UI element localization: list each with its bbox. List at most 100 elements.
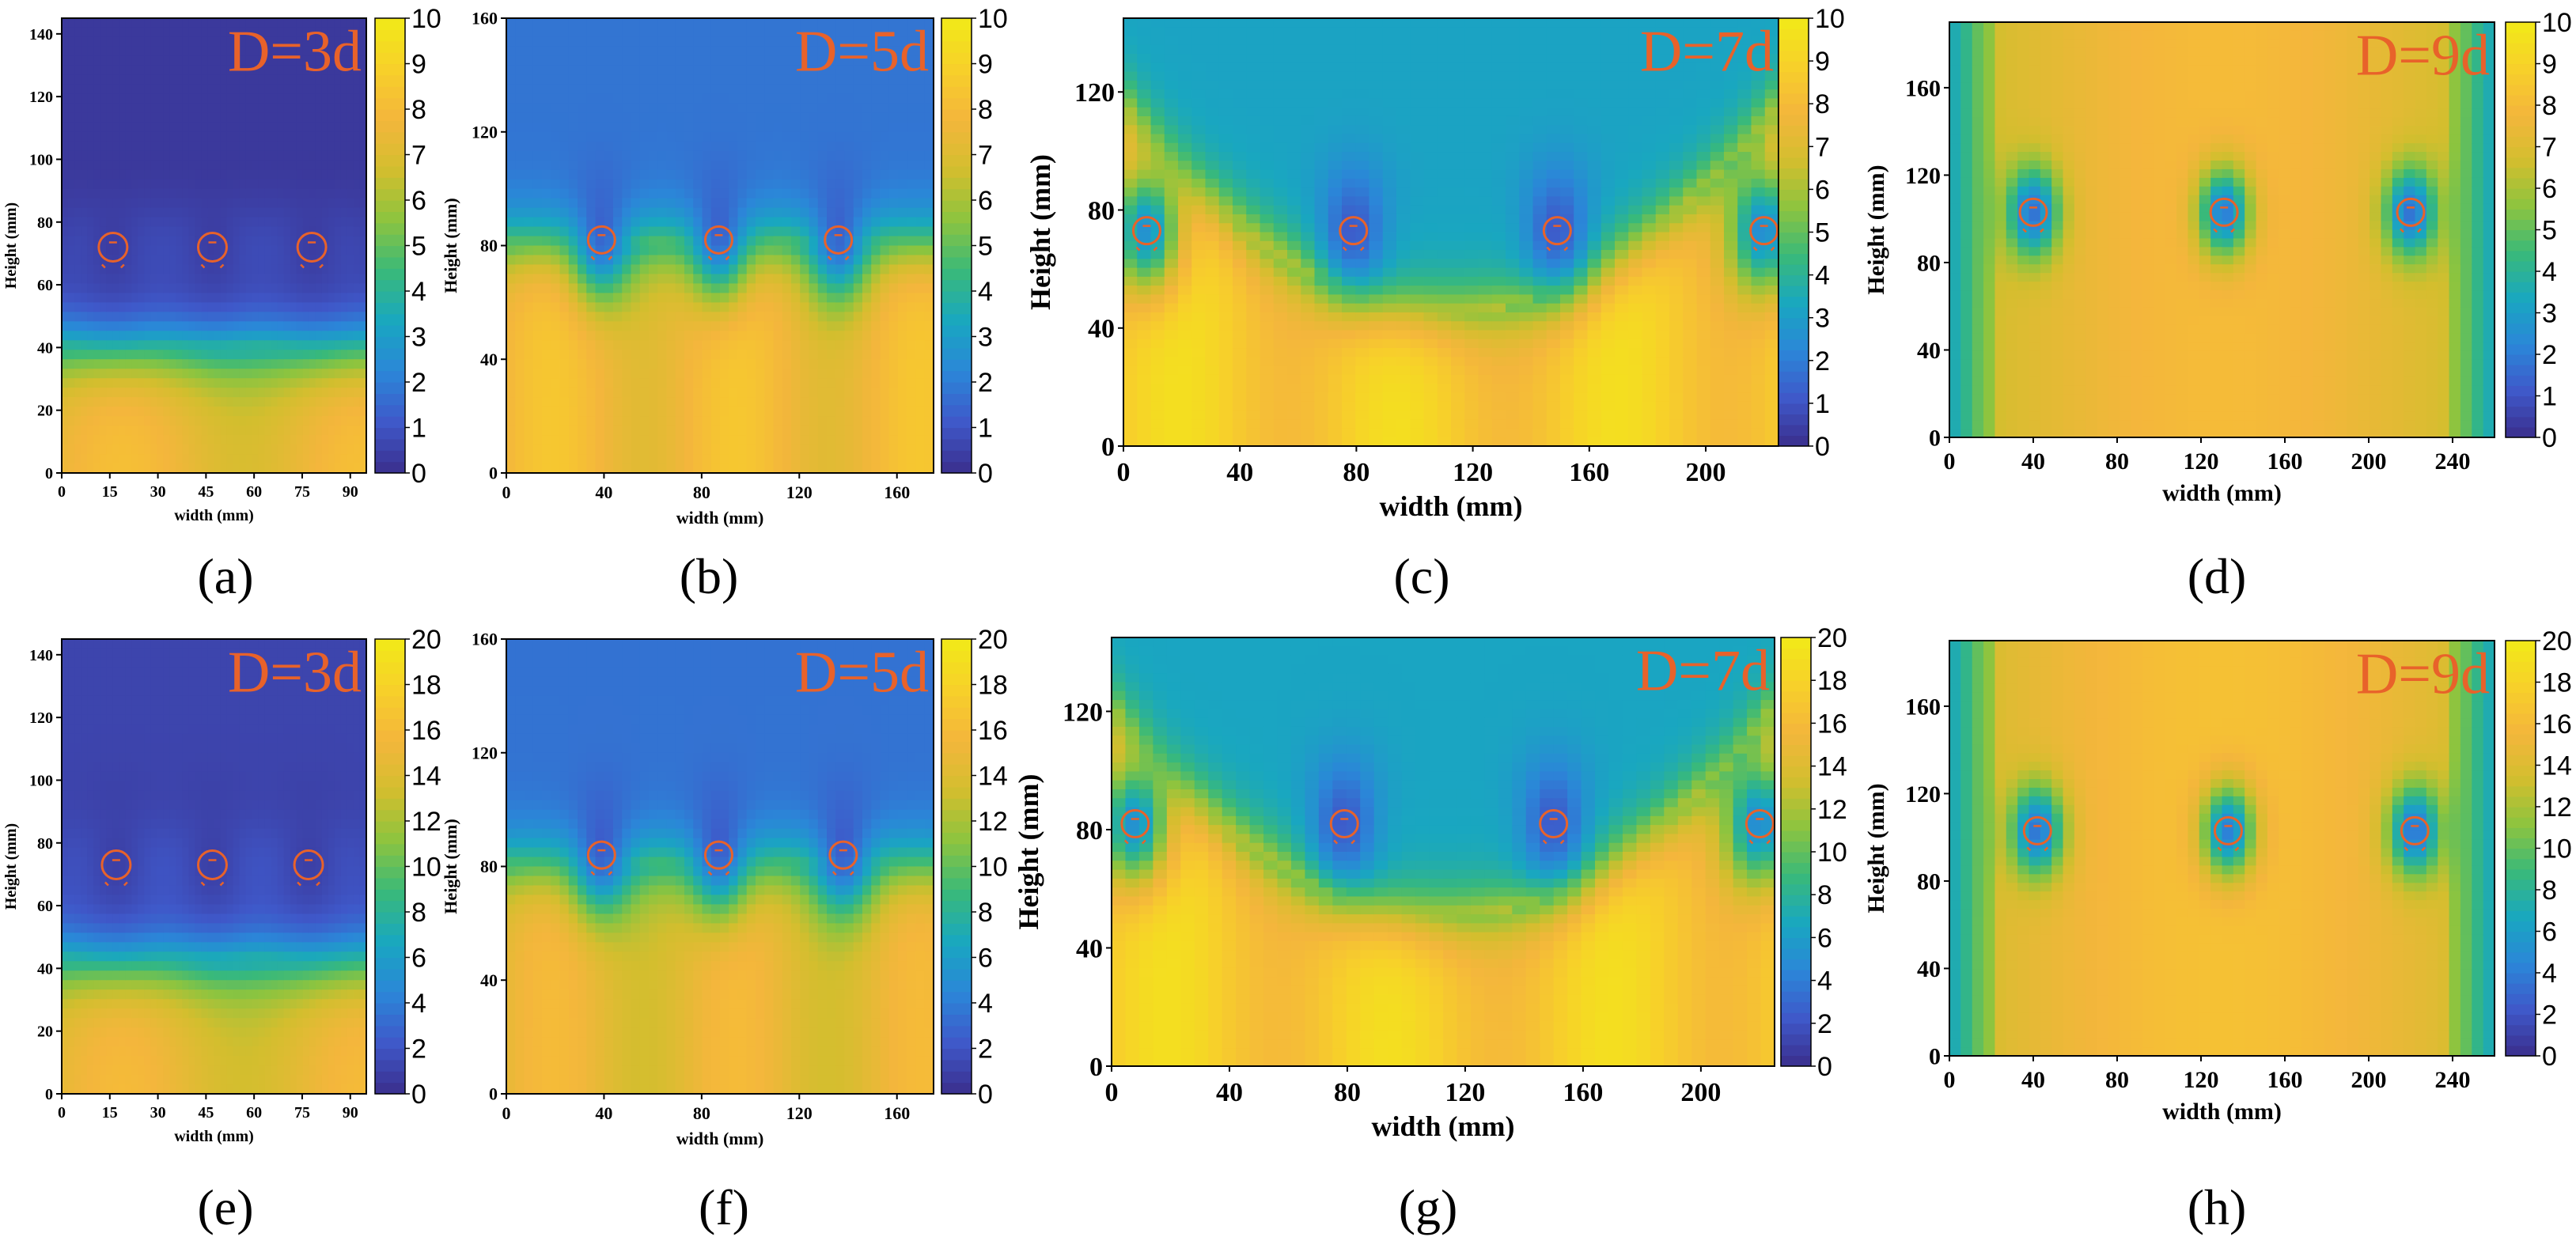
heatmap-cell: [68, 321, 75, 331]
heatmap-cell: [297, 416, 304, 426]
heatmap-cell: [157, 321, 164, 331]
heatmap-cell: [62, 217, 69, 228]
heatmap-cell: [188, 236, 195, 247]
heatmap-cell: [176, 217, 183, 228]
heatmap-cell: [252, 407, 259, 417]
heatmap-cell: [188, 208, 195, 218]
heatmap-cell: [233, 151, 241, 161]
heatmap-cell: [271, 217, 278, 228]
heatmap-cell: [157, 416, 164, 426]
heatmap-cell: [62, 189, 69, 199]
heatmap-cell: [81, 444, 88, 455]
heatmap-cell: [284, 274, 291, 284]
heatmap-cell: [112, 217, 119, 228]
heatmap-cell: [163, 37, 170, 47]
heatmap-cell: [265, 274, 272, 284]
heatmap-cell: [214, 189, 222, 199]
heatmap-cell: [87, 426, 94, 436]
heatmap-cell: [62, 170, 69, 180]
heatmap-cell: [290, 246, 297, 256]
heatmap-cell: [87, 283, 94, 293]
heatmap-cell: [284, 388, 291, 398]
heatmap-cell: [106, 85, 113, 95]
heatmap-cell: [150, 397, 157, 407]
heatmap-cell: [100, 350, 107, 360]
heatmap-cell: [290, 227, 297, 237]
heatmap-cell: [322, 94, 329, 104]
panel-a: 0 15 30 45 60 75 90020406080100120140width (mm…: [2, 4, 441, 524]
heatmap-cell: [322, 227, 329, 237]
heatmap-cell: [169, 18, 176, 28]
heatmap-cell: [125, 463, 132, 474]
heatmap-cell: [125, 264, 132, 274]
heatmap-cell: [271, 293, 278, 303]
heatmap-cell: [74, 28, 81, 38]
heatmap-cell: [297, 293, 304, 303]
heatmap-cell: [201, 104, 208, 114]
heatmap-cell: [106, 37, 113, 47]
heatmap-cell: [201, 56, 208, 66]
heatmap-cell: [131, 435, 138, 445]
heatmap-cell: [176, 340, 183, 350]
heatmap-cell: [125, 302, 132, 312]
heatmap-cell: [303, 302, 310, 312]
heatmap-cell: [284, 142, 291, 152]
heatmap-cell: [201, 189, 208, 199]
heatmap-cell: [284, 113, 291, 123]
heatmap-cell: [74, 56, 81, 66]
heatmap-cell: [182, 142, 189, 152]
heatmap-cell: [138, 75, 145, 85]
heatmap-cell: [207, 94, 214, 104]
heatmap-cell: [252, 359, 259, 369]
heatmap-cell: [316, 113, 323, 123]
heatmap-cell: [265, 246, 272, 256]
heatmap-cell: [131, 66, 138, 76]
heatmap-cell: [106, 104, 113, 114]
heatmap-cell: [131, 264, 138, 274]
heatmap-cell: [271, 236, 278, 247]
heatmap-cell: [176, 283, 183, 293]
heatmap-cell: [303, 246, 310, 256]
heatmap-cell: [278, 378, 285, 388]
heatmap-cell: [303, 369, 310, 379]
heatmap-cell: [163, 170, 170, 180]
heatmap-cell: [221, 426, 228, 436]
heatmap-cell: [290, 255, 297, 265]
heatmap-cell: [322, 378, 329, 388]
heatmap-cell: [252, 369, 259, 379]
heatmap-cell: [207, 142, 214, 152]
heatmap-cell: [182, 340, 189, 350]
heatmap-cell: [144, 312, 151, 322]
heatmap-cell: [221, 369, 228, 379]
heatmap-cell: [195, 312, 202, 322]
heatmap-cell: [144, 454, 151, 464]
heatmap-cell: [144, 435, 151, 445]
heatmap-cell: [131, 340, 138, 350]
heatmap-cell: [176, 170, 183, 180]
heatmap-cell: [227, 142, 234, 152]
heatmap-cell: [74, 37, 81, 47]
heatmap-cell: [290, 369, 297, 379]
heatmap-cell: [157, 199, 164, 209]
heatmap-cell: [188, 312, 195, 322]
heatmap-cell: [290, 454, 297, 464]
heatmap-cell: [188, 104, 195, 114]
heatmap-cell: [106, 264, 113, 274]
heatmap-cell: [150, 18, 157, 28]
heatmap-cell: [252, 312, 259, 322]
heatmap-cell: [240, 236, 247, 247]
heatmap-cell: [100, 388, 107, 398]
heatmap-cell: [157, 47, 164, 57]
heatmap-cell: [195, 28, 202, 38]
heatmap-cell: [252, 217, 259, 228]
heatmap-cell: [62, 416, 69, 426]
heatmap-cell: [316, 208, 323, 218]
heatmap-cell: [271, 359, 278, 369]
heatmap-cell: [246, 132, 253, 142]
heatmap-cell: [265, 444, 272, 455]
heatmap-cell: [246, 123, 253, 133]
heatmap-cell: [259, 359, 266, 369]
heatmap-cell: [131, 274, 138, 284]
heatmap-cell: [157, 56, 164, 66]
heatmap-cell: [246, 397, 253, 407]
